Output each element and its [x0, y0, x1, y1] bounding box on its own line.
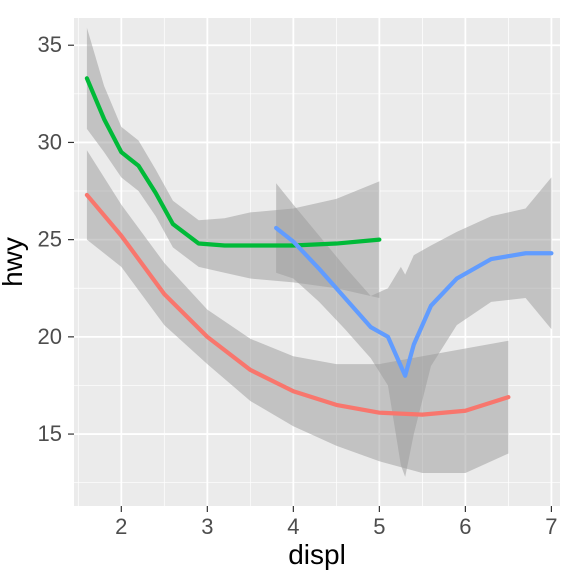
- y-tick-label: 35: [38, 32, 62, 57]
- y-tick-label: 20: [38, 324, 62, 349]
- x-tick-label: 4: [287, 514, 299, 539]
- x-tick-label: 7: [545, 514, 557, 539]
- x-tick-label: 6: [459, 514, 471, 539]
- y-tick-label: 15: [38, 421, 62, 446]
- x-axis-title: displ: [288, 539, 346, 570]
- x-tick-label: 3: [201, 514, 213, 539]
- x-tick-label: 5: [373, 514, 385, 539]
- y-tick-label: 30: [38, 129, 62, 154]
- x-tick-label: 2: [115, 514, 127, 539]
- smooth-chart: 2 3 4 5 6 7 15 20 25 30 35 displ hwy: [0, 0, 576, 576]
- y-axis-title: hwy: [0, 237, 28, 287]
- y-tick-label: 25: [38, 227, 62, 252]
